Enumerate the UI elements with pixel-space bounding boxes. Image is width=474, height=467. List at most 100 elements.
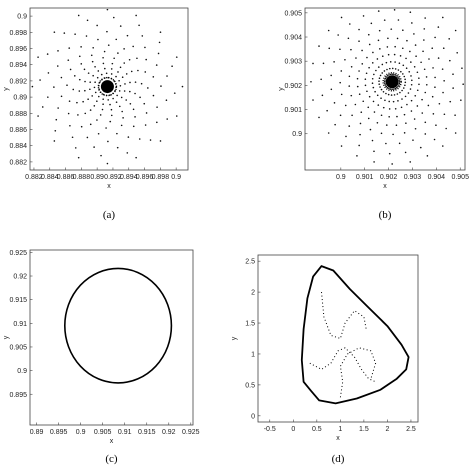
data-point	[396, 115, 398, 118]
x-tick-label: 0.894	[120, 174, 138, 181]
data-point	[118, 105, 121, 108]
y-tick-label: 0.92	[13, 274, 27, 281]
x-tick-label: 0.884	[41, 174, 59, 181]
data-point	[407, 92, 410, 94]
data-point	[421, 98, 423, 101]
data-point	[74, 147, 77, 149]
data-point	[356, 155, 358, 157]
data-point	[399, 55, 402, 57]
data-point	[378, 80, 380, 82]
data-point	[393, 73, 395, 76]
data-point	[77, 156, 80, 159]
data-point	[423, 28, 426, 30]
data-point	[135, 14, 137, 17]
data-point	[358, 144, 360, 147]
y-tick-label: 1	[251, 351, 255, 358]
data-point	[96, 119, 98, 121]
data-point	[401, 89, 403, 92]
data-point	[406, 39, 408, 42]
data-point	[89, 109, 92, 111]
y-tick-label: 0.888	[9, 111, 27, 118]
data-point	[431, 95, 434, 98]
data-point	[431, 47, 434, 50]
data-point	[94, 91, 97, 94]
data-point	[416, 71, 419, 74]
data-point	[140, 82, 143, 85]
data-point	[129, 90, 131, 93]
data-point	[448, 38, 450, 40]
data-point	[437, 26, 440, 28]
data-point	[132, 125, 135, 128]
data-point	[402, 73, 404, 75]
data-point	[385, 76, 388, 78]
y-tick-label: 0.905	[284, 10, 302, 17]
data-point	[386, 75, 389, 77]
data-point	[383, 19, 386, 21]
data-point	[100, 73, 103, 76]
data-point	[379, 48, 381, 50]
x-tick-label: 0.886	[57, 174, 75, 181]
data-point	[410, 99, 413, 102]
x-axis-label: x	[336, 435, 340, 442]
data-point	[117, 52, 119, 54]
data-point	[107, 140, 109, 143]
data-point	[110, 108, 113, 111]
data-point	[37, 115, 39, 117]
data-point	[155, 64, 158, 66]
data-point	[97, 70, 100, 72]
data-point	[327, 29, 330, 32]
data-point	[158, 41, 161, 44]
panel-caption: (d)	[332, 453, 345, 465]
data-point	[340, 145, 343, 147]
data-point	[93, 105, 96, 107]
data-point	[312, 99, 314, 101]
data-point	[348, 75, 351, 78]
data-point	[423, 68, 426, 71]
data-point	[173, 92, 176, 94]
data-point	[339, 81, 341, 84]
data-point	[416, 105, 419, 107]
data-point	[410, 110, 413, 112]
data-point	[115, 101, 118, 103]
data-point	[371, 62, 374, 64]
data-point	[120, 124, 123, 127]
data-point	[119, 25, 122, 27]
x-tick-label: 0.5	[312, 426, 322, 433]
data-point	[442, 91, 444, 94]
y-tick-label: 0.904	[284, 35, 302, 42]
data-point	[47, 72, 50, 74]
data-point	[393, 9, 396, 11]
data-point	[388, 108, 391, 110]
data-point	[333, 102, 336, 104]
y-tick-label: 0.9	[17, 14, 27, 21]
x-tick-label: 0.925	[182, 429, 200, 436]
data-point	[351, 114, 353, 117]
data-point	[397, 85, 399, 88]
data-point	[56, 65, 59, 67]
data-point	[160, 85, 162, 87]
data-point	[124, 83, 126, 85]
data-point	[92, 74, 94, 77]
data-point	[97, 38, 99, 41]
x-tick-label: 0.89	[90, 174, 104, 181]
data-point	[152, 76, 155, 78]
data-point	[393, 53, 396, 56]
data-point	[380, 88, 383, 91]
boundary-curve	[300, 265, 410, 405]
data-point	[85, 35, 88, 37]
data-point	[77, 14, 80, 17]
data-point	[377, 66, 380, 68]
data-point	[166, 118, 169, 120]
data-point	[416, 89, 419, 92]
data-point	[364, 84, 367, 87]
data-point	[86, 19, 89, 22]
data-point	[438, 102, 441, 105]
data-point	[362, 15, 365, 17]
data-point	[405, 122, 407, 124]
data-point	[66, 84, 68, 87]
x-tick-label: 0.9	[336, 174, 346, 181]
data-point	[337, 34, 339, 36]
data-point	[376, 58, 379, 60]
data-point	[125, 73, 128, 75]
